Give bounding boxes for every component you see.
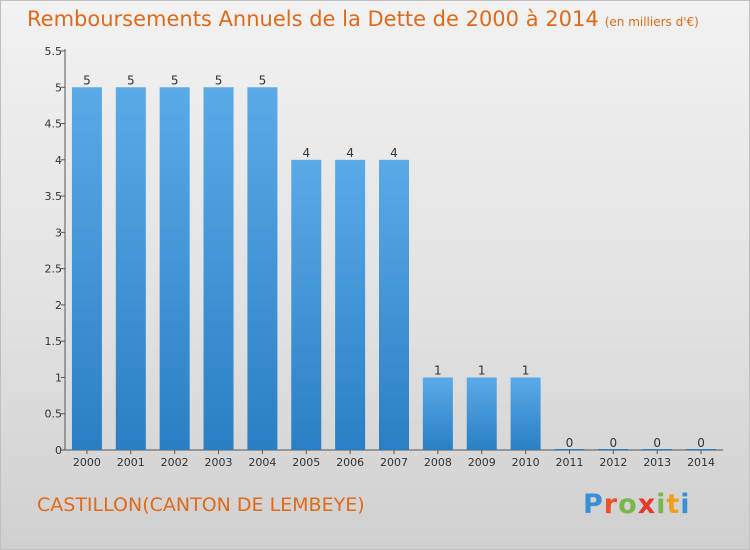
x-tick-label: 2000: [73, 456, 101, 469]
x-tick-label: 2006: [336, 456, 364, 469]
data-label: 4: [346, 146, 354, 160]
bar: [71, 87, 102, 450]
y-tick-label: 1: [55, 371, 62, 384]
logo-letter: i: [656, 489, 667, 520]
x-tick-label: 2005: [292, 456, 320, 469]
chart-title: Remboursements Annuels de la Dette de 20…: [27, 7, 699, 31]
data-label: 5: [215, 73, 223, 87]
y-tick-label: 4.5: [45, 118, 63, 131]
logo-letter: P: [583, 489, 604, 520]
bar: [291, 159, 322, 450]
data-label: 4: [302, 146, 310, 160]
x-tick-label: 2008: [424, 456, 452, 469]
data-label: 5: [259, 73, 267, 87]
data-label: 5: [127, 73, 135, 87]
bar: [335, 159, 366, 450]
y-tick-label: 4: [55, 154, 62, 167]
x-tick-label: 2009: [468, 456, 496, 469]
data-label: 0: [566, 436, 574, 450]
bar: [379, 159, 409, 450]
proxiti-logo: Proxiti: [583, 489, 691, 520]
logo-letter: o: [618, 489, 638, 520]
logo-letter: x: [637, 489, 657, 520]
data-label: 0: [697, 436, 705, 450]
y-tick-label: 2: [55, 299, 62, 312]
logo-letter: t: [666, 489, 681, 520]
data-label: 4: [390, 146, 398, 160]
x-axis: 2000 2001 2002 2003 2004 2005 2006 2007 2008 2009…: [65, 449, 723, 469]
bar: [247, 87, 278, 450]
y-tick-label: 0: [55, 444, 62, 457]
data-label: 5: [171, 73, 179, 87]
x-tick-label: 2011: [555, 456, 583, 469]
y-axis: 0 0.5 1 1.5 2 2.5 3 3.5 4 4.5 5 5.5: [45, 45, 66, 457]
x-tick-label: 2013: [643, 456, 671, 469]
data-label: 0: [653, 436, 661, 450]
data-label: 1: [522, 363, 530, 377]
data-label: 1: [434, 363, 442, 377]
bar: [466, 377, 497, 450]
x-tick-label: 2001: [117, 456, 145, 469]
x-tick-label: 2012: [599, 456, 627, 469]
y-tick-label: 0.5: [45, 408, 63, 421]
x-tick-label: 2010: [512, 456, 540, 469]
y-tick-label: 3: [55, 226, 62, 239]
x-tick-label: 2007: [380, 456, 408, 469]
y-tick-label: 5: [55, 81, 62, 94]
x-tick-label: 2003: [205, 456, 233, 469]
y-tick-label: 5.5: [45, 45, 63, 58]
logo-letter: r: [603, 489, 619, 520]
data-label: 0: [610, 436, 618, 450]
y-tick-label: 1.5: [45, 335, 63, 348]
y-tick-label: 2.5: [45, 263, 63, 276]
bars: [71, 87, 717, 450]
chart-title-unit: (en milliers d'€): [604, 15, 699, 29]
data-label: 5: [83, 73, 91, 87]
data-label: 1: [478, 363, 486, 377]
bar: [422, 377, 453, 450]
logo-letter: i: [680, 489, 691, 520]
x-tick-label: 2014: [687, 456, 715, 469]
value-labels: 5 5 5 5 5 4 4 4 1 1 1 0 0 0 0: [83, 73, 705, 450]
x-tick-label: 2002: [161, 456, 189, 469]
bar: [203, 87, 234, 450]
x-tick-label: 2004: [248, 456, 276, 469]
bar: [115, 87, 146, 450]
y-tick-label: 3.5: [45, 190, 63, 203]
commune-name: CASTILLON(CANTON DE LEMBEYE): [37, 494, 365, 516]
chart-title-text: Remboursements Annuels de la Dette de 20…: [27, 7, 599, 31]
bar: [510, 377, 541, 450]
bar: [159, 87, 190, 450]
